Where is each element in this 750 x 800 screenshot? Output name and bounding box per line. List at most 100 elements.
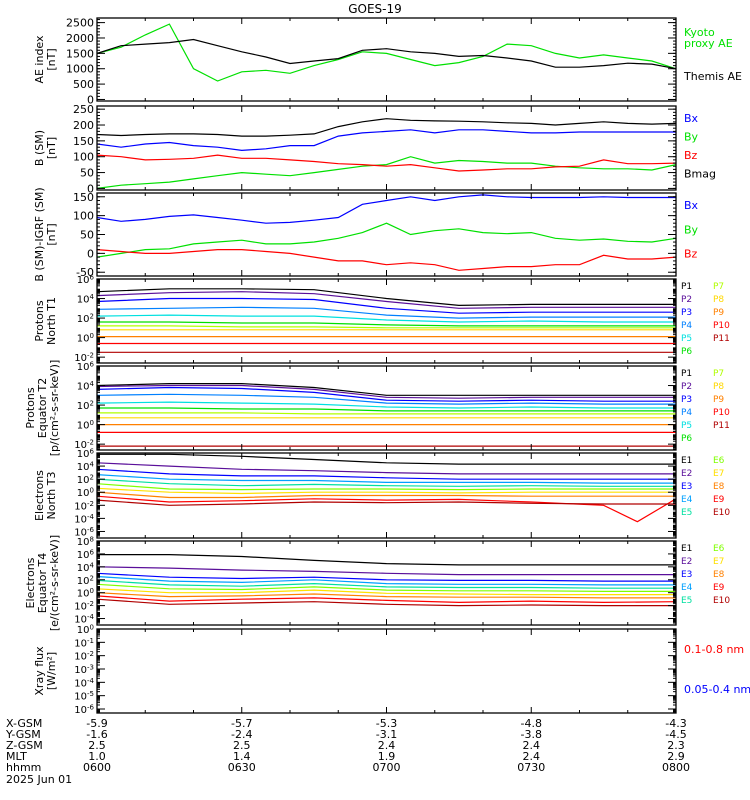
legend-e6: E6: [713, 456, 725, 466]
y-axis-label: North T1: [45, 297, 58, 345]
legend-e6: E6: [713, 544, 725, 554]
y-tick-label: 100: [77, 587, 94, 600]
panel-frame: [96, 628, 677, 714]
exponent: -4: [87, 613, 95, 621]
y-tick-label: 150: [73, 191, 94, 204]
series-e4: [97, 474, 676, 484]
legend-e10: E10: [713, 596, 730, 606]
exponent: 4: [90, 561, 95, 569]
series-p6: [97, 321, 676, 327]
orbit-value: 1.0: [88, 750, 106, 763]
exponent: 2: [90, 474, 94, 482]
legend-p5: P5: [681, 334, 692, 344]
exponent: -1: [87, 637, 94, 645]
orbit-value: -1.6: [86, 728, 108, 741]
legend-p10: P10: [713, 408, 730, 418]
y-tick-label: 102: [77, 574, 94, 587]
orbit-row-label: hhmm: [6, 761, 42, 774]
exponent: 2: [90, 400, 94, 408]
legend-p1: P1: [681, 369, 692, 379]
legend-kyoto-proxy-ae: proxy AE: [684, 37, 733, 50]
exponent: -4: [87, 513, 95, 521]
panel-frame: [96, 17, 677, 102]
exponent: 6: [90, 448, 95, 456]
orbit-value: -4.5: [665, 728, 687, 741]
y-tick-label: 10-4: [74, 513, 94, 526]
exponent: 0: [90, 587, 94, 595]
series-bx: [97, 129, 676, 152]
series-p2: [97, 291, 676, 309]
legend-0-05-0-4-nm: 0.05-0.4 nm: [684, 683, 750, 696]
series-e10: [97, 598, 676, 607]
series-bz: [97, 154, 676, 172]
y-tick-label: 100: [73, 210, 94, 223]
y-tick-label: 10-4: [74, 677, 94, 690]
orbit-value: 2.4: [377, 739, 396, 752]
series-e9: [97, 595, 676, 604]
exponent: -2: [87, 439, 94, 447]
exponent: -4: [87, 677, 95, 685]
legend-e9: E9: [713, 583, 725, 593]
series-p3: [97, 386, 676, 402]
orbit-value: -5.7: [231, 717, 253, 730]
y-tick-label: 102: [77, 400, 94, 413]
legend-p7: P7: [713, 282, 724, 292]
legend-p1: P1: [681, 282, 692, 292]
orbit-value: 2.5: [88, 739, 106, 752]
legend-p11: P11: [713, 334, 730, 344]
legend-bx: Bx: [684, 199, 699, 212]
exponent: 0: [90, 624, 94, 632]
legend-p5: P5: [681, 421, 692, 431]
exponent: -6: [87, 704, 95, 712]
series-e10: [97, 499, 676, 506]
legend-by: By: [684, 223, 699, 236]
y-tick-label: 0: [87, 182, 94, 195]
y-tick-label: 10-3: [74, 664, 94, 677]
orbit-value: 1.4: [233, 750, 251, 763]
series-p5: [97, 401, 676, 409]
y-tick-label: 104: [77, 293, 95, 306]
series-e7: [97, 588, 676, 596]
y-tick-label: 0: [87, 93, 94, 106]
exponent: 0: [90, 332, 94, 340]
y-axis-label: Equator T4: [36, 553, 49, 613]
series-p6: [97, 407, 676, 412]
legend-e9: E9: [713, 495, 725, 505]
y-tick-label: 50: [80, 167, 94, 180]
exponent: -2: [87, 600, 94, 608]
legend-p3: P3: [681, 308, 692, 318]
y-tick-label: 106: [77, 274, 95, 287]
legend-e3: E3: [681, 570, 692, 580]
orbit-value: -4.8: [520, 717, 542, 730]
series-e4: [97, 575, 676, 586]
exponent: -2: [87, 352, 94, 360]
legend-p6: P6: [681, 434, 692, 444]
exponent: -3: [87, 664, 94, 672]
exponent: 6: [90, 361, 95, 369]
exponent: 0: [90, 487, 94, 495]
orbit-value: 2.4: [522, 739, 541, 752]
y-axis-label: Electrons: [24, 557, 37, 608]
y-axis-label: North T3: [45, 472, 58, 520]
y-axis-label: [nT]: [45, 137, 58, 159]
y-axis-label: B (SM)-IGRF (SM): [33, 187, 46, 281]
series-p3: [97, 297, 676, 314]
orbit-value: -5.9: [86, 717, 108, 730]
series-by: [97, 222, 676, 258]
orbit-value: 0730: [517, 761, 546, 774]
y-tick-label: 106: [77, 548, 95, 561]
series-e5: [97, 579, 676, 589]
legend-themis-ae: Themis AE: [683, 70, 742, 83]
legend-p4: P4: [681, 408, 692, 418]
y-tick-label: 50: [80, 229, 94, 242]
y-tick-label: 150: [73, 135, 94, 148]
y-tick-label: 200: [73, 119, 94, 132]
y-tick-label: 104: [77, 561, 95, 574]
series-p7: [97, 412, 676, 415]
y-tick-label: 102: [77, 474, 94, 487]
legend-p2: P2: [681, 295, 692, 305]
legend-p6: P6: [681, 347, 692, 357]
